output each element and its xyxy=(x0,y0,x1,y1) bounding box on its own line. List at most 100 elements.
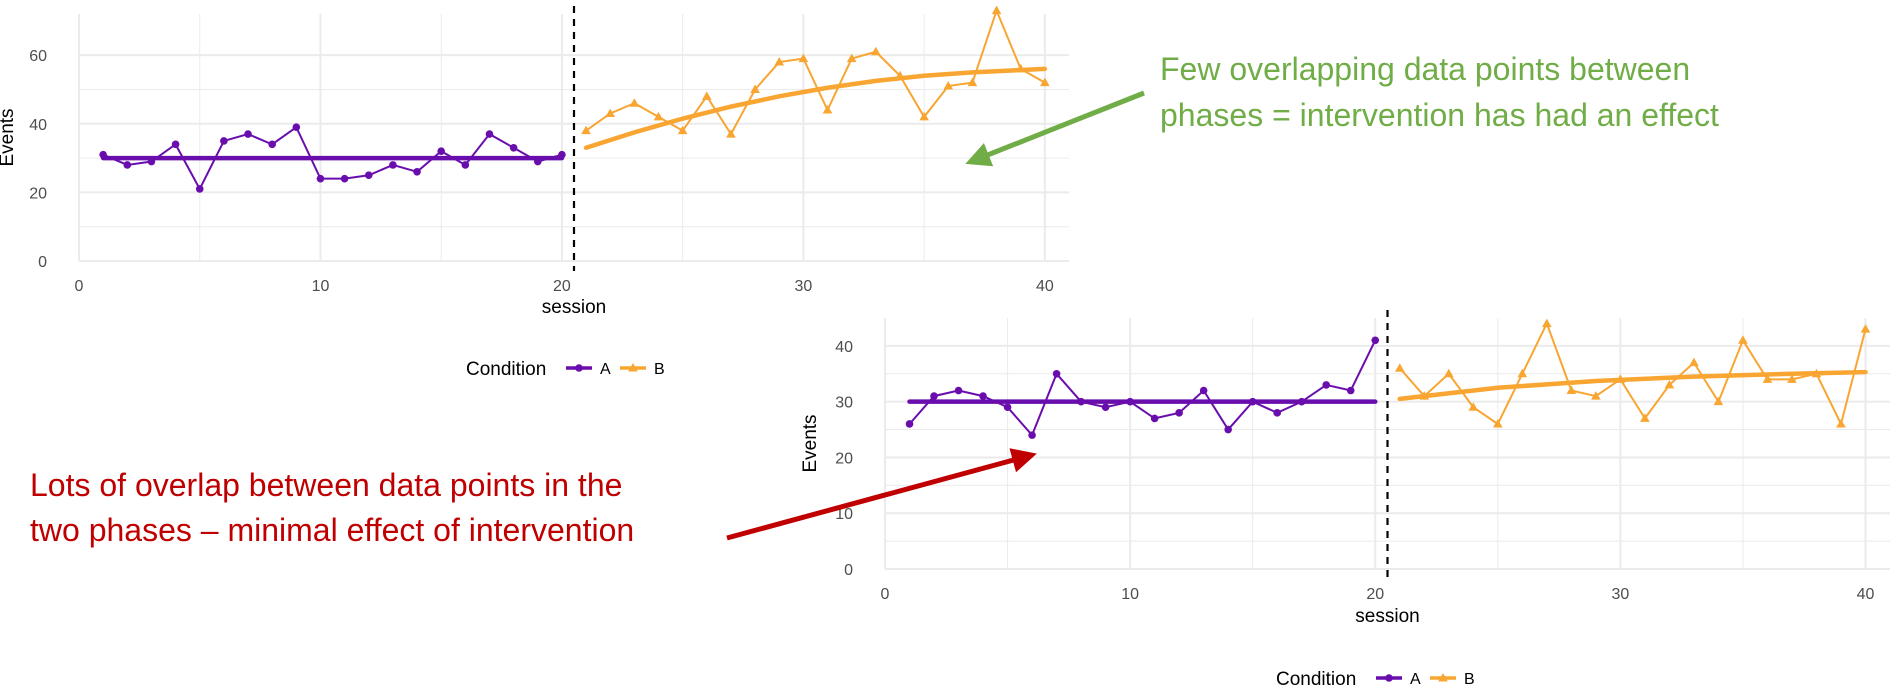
x-tick-label: 30 xyxy=(794,278,812,295)
x-tick-label: 0 xyxy=(881,586,890,603)
data-point-A xyxy=(316,174,325,183)
data-point-A xyxy=(533,157,542,166)
data-point-B xyxy=(750,84,760,93)
chart-top: 0 10 20 30 40 0 20 40 60 session Events Condition A B xyxy=(0,5,1069,380)
x-tick-label: 0 xyxy=(75,278,84,295)
data-point-B xyxy=(919,111,929,121)
green-annotation-line2: phases = intervention has had an effect xyxy=(1160,97,1719,133)
data-point-A xyxy=(1101,403,1110,412)
legend-label-A: A xyxy=(600,361,611,378)
data-point-B xyxy=(1419,391,1430,400)
data-point-B xyxy=(1468,402,1479,411)
x-tick-label: 30 xyxy=(1611,586,1629,603)
data-point-A xyxy=(930,392,938,400)
data-point-B xyxy=(1836,418,1846,428)
legend-title: Condition xyxy=(1276,669,1356,690)
y-tick-label: 0 xyxy=(844,562,853,579)
y-tick-label: 0 xyxy=(38,254,47,271)
data-point-A xyxy=(1248,397,1257,406)
series-line-B xyxy=(585,7,1046,137)
data-point-B xyxy=(1664,379,1675,389)
data-point-A xyxy=(220,137,228,145)
y-tick-label: 30 xyxy=(835,395,853,412)
data-point-B xyxy=(1591,391,1601,400)
data-point-A xyxy=(244,130,252,138)
data-point-B xyxy=(1443,368,1454,378)
legend-label-B: B xyxy=(654,361,665,378)
series-line-A xyxy=(102,125,563,192)
data-point-B xyxy=(846,53,857,63)
data-point-B xyxy=(1640,413,1650,422)
data-point-B xyxy=(991,5,1002,15)
trend-line-B xyxy=(583,66,1048,151)
data-point-A xyxy=(364,171,373,180)
data-point-B xyxy=(798,53,809,63)
data-point-A xyxy=(1126,397,1134,406)
data-point-A xyxy=(558,150,566,159)
data-point-B xyxy=(1787,374,1797,383)
data-point-B xyxy=(895,70,905,80)
data-point-A xyxy=(1297,397,1306,406)
y-axis-title: Events xyxy=(0,108,18,166)
data-point-B xyxy=(1615,374,1626,383)
y-tick-label: 20 xyxy=(835,450,853,467)
data-point-B xyxy=(1015,63,1026,73)
y-tick-label: 60 xyxy=(29,48,47,65)
data-point-A xyxy=(509,143,518,152)
data-point-A xyxy=(1175,409,1183,417)
data-point-B xyxy=(702,91,712,100)
data-point-B xyxy=(629,98,640,107)
data-point-A xyxy=(905,420,914,428)
data-point-B xyxy=(581,125,591,135)
data-point-A xyxy=(1273,409,1281,417)
data-point-A xyxy=(268,140,276,149)
data-point-B xyxy=(1738,335,1748,344)
data-point-A xyxy=(147,157,156,166)
x-tick-label: 10 xyxy=(312,278,330,295)
data-point-B xyxy=(1040,77,1050,87)
legend-marker-B xyxy=(628,363,638,372)
x-tick-label: 40 xyxy=(1036,278,1054,295)
legend-title: Condition xyxy=(466,359,546,380)
legend-label-B: B xyxy=(1464,671,1475,688)
data-point-A xyxy=(340,174,349,183)
legend-marker-A xyxy=(575,364,583,372)
data-point-B xyxy=(1493,418,1503,428)
data-point-B xyxy=(605,108,616,117)
legend-marker-A xyxy=(1385,674,1393,682)
data-point-B xyxy=(1811,368,1822,378)
data-point-B xyxy=(726,129,736,138)
data-point-B xyxy=(1542,318,1552,328)
data-point-A xyxy=(1224,425,1232,434)
data-point-A xyxy=(437,147,445,156)
data-point-A xyxy=(123,161,132,169)
data-point-B xyxy=(1689,357,1699,367)
data-point-B xyxy=(943,81,954,90)
y-tick-label: 20 xyxy=(29,185,47,202)
data-point-A xyxy=(171,140,180,149)
x-tick-label: 20 xyxy=(553,278,571,295)
x-tick-label: 40 xyxy=(1857,586,1875,603)
x-axis-title: session xyxy=(542,297,606,318)
data-point-A xyxy=(979,392,987,400)
data-point-B xyxy=(774,57,785,66)
data-point-A xyxy=(1322,381,1331,389)
data-point-B xyxy=(1517,368,1528,378)
data-point-A xyxy=(1003,403,1012,412)
green-arrow xyxy=(965,90,1145,167)
legend-marker-B xyxy=(1438,673,1448,682)
data-point-B xyxy=(1860,324,1871,333)
chart-bottom: 0 10 20 30 40 0 10 20 30 40 session Events Condition… xyxy=(800,310,1890,690)
data-point-B xyxy=(653,111,664,121)
y-tick-label: 40 xyxy=(835,339,853,356)
red-annotation-line2: two phases – minimal effect of intervent… xyxy=(30,512,634,548)
data-point-B xyxy=(1713,396,1724,406)
green-annotation-line1: Few overlapping data points between xyxy=(1160,51,1690,87)
data-point-A xyxy=(485,130,494,138)
data-point-A xyxy=(1077,397,1085,406)
red-arrow xyxy=(726,448,1037,541)
data-point-B xyxy=(822,105,833,114)
data-point-B xyxy=(967,77,978,87)
trend-line-B xyxy=(1397,369,1868,402)
